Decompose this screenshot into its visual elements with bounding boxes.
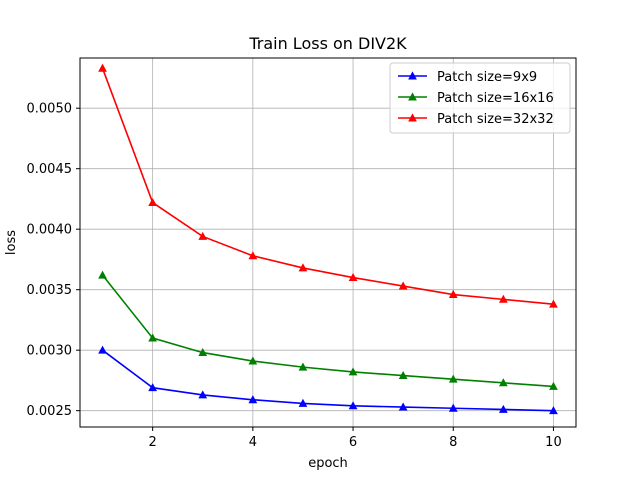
legend-entry-label: Patch size=32x32 [437,112,554,127]
data-point-marker [248,395,258,404]
series-2 [98,270,558,390]
data-point-marker [448,289,458,298]
data-point-marker [448,403,458,412]
y-tick-label: 0.0025 [27,404,73,419]
y-tick-label: 0.0050 [27,102,73,117]
chart-title: Train Loss on DIV2K [248,34,407,53]
legend-swatch-marker [408,71,417,80]
y-tick-label: 0.0040 [27,223,73,238]
data-point-marker [549,406,558,415]
series-1 [98,345,558,415]
data-point-marker [398,281,408,290]
x-tick-label: 2 [149,435,157,450]
x-axis-label: epoch [308,456,348,471]
axis-ticks: 2 4 6 8 10 0.0025 0.0030 0.0035 0.0040 0.0045 0.00… [27,102,562,450]
data-point-marker [498,378,508,387]
data-point-marker [398,402,408,411]
data-point-marker [98,345,107,354]
y-tick-label: 0.0045 [27,162,73,177]
data-point-marker [98,63,107,72]
series-line [102,349,554,412]
data-point-marker [98,270,107,279]
x-tick-label: 8 [449,435,457,450]
legend-box [389,62,571,134]
y-tick-label: 0.0030 [27,344,73,359]
x-tick-label: 6 [349,435,357,450]
data-point-marker [198,390,208,399]
data-point-marker [198,231,208,240]
series-group [98,63,558,415]
data-point-marker [298,362,308,371]
data-point-marker [148,333,158,342]
data-point-marker [148,383,158,392]
y-axis-label: loss [4,230,19,255]
data-point-marker [198,347,208,357]
legend-entry-label: Patch size=16x16 [437,91,554,106]
plot-frame [79,57,577,428]
data-point-marker [248,356,258,365]
data-point-marker [348,367,358,376]
series-3 [98,63,558,308]
series-line [101,274,554,388]
legend-swatch-marker [408,92,417,101]
series-line [101,68,554,305]
data-point-marker [248,251,258,260]
x-tick-label: 4 [249,435,257,450]
data-point-marker [348,272,358,282]
data-point-marker [148,197,158,207]
legend-entry-label: Patch size=9x9 [437,70,537,85]
data-point-marker [348,401,358,410]
data-point-marker [298,263,308,272]
y-tick-label: 0.0035 [27,283,73,298]
legend-swatch-marker [408,113,417,122]
data-point-marker [398,370,408,380]
data-point-marker [498,404,508,413]
x-tick-label: 10 [545,435,562,450]
data-point-marker [448,374,458,383]
data-point-marker [549,299,558,308]
legend: Patch size=9x9 Patch size=16x16 Patch size… [389,62,571,134]
data-point-marker [549,381,558,390]
data-point-marker [498,294,508,303]
data-point-marker [298,398,308,407]
